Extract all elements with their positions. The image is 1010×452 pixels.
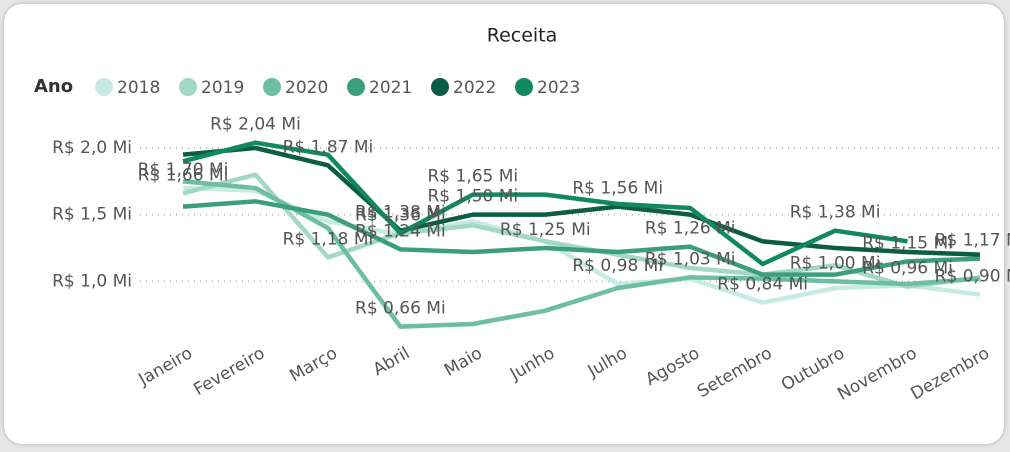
- data-label: R$ 1,56 Mi: [572, 179, 663, 199]
- data-label: R$ 1,36 Mi: [355, 205, 446, 225]
- legend-label: 2019: [201, 78, 244, 98]
- legend-marker: [263, 78, 281, 96]
- legend-marker: [431, 78, 449, 96]
- card: [4, 4, 1004, 444]
- data-label: R$ 2,04 Mi: [210, 115, 301, 135]
- data-label: R$ 1,03 Mi: [645, 249, 736, 269]
- x-tick-label: Agosto: [642, 343, 703, 390]
- x-tick-label: Junho: [506, 343, 558, 385]
- x-tick-label: Março: [286, 343, 341, 386]
- line-series: [182, 185, 981, 305]
- data-label: R$ 1,17 Mi: [935, 231, 1010, 251]
- y-tick-label: R$ 1,5 Mi: [52, 205, 132, 225]
- data-label: R$ 1,38 Mi: [355, 203, 446, 223]
- x-tick-label: Setembro: [694, 343, 776, 402]
- y-tick-label: R$ 2,0 Mi: [52, 138, 132, 158]
- line-series: [182, 179, 981, 329]
- legend-marker: [179, 78, 197, 96]
- chart-title: Receita: [487, 25, 558, 47]
- x-tick-label: Novembro: [834, 343, 920, 404]
- line-series: [182, 140, 908, 267]
- line-series: [182, 199, 981, 277]
- data-label: R$ 1,00 Mi: [790, 253, 881, 273]
- x-tick-label: Julho: [584, 343, 631, 382]
- legend-marker: [95, 78, 113, 96]
- data-label: R$ 1,66 Mi: [138, 165, 229, 185]
- data-label: R$ 1,38 Mi: [790, 203, 881, 223]
- line-series: [182, 145, 981, 257]
- x-tick-label: Maio: [441, 343, 486, 380]
- legend-marker: [347, 78, 365, 96]
- data-label: R$ 0,96 Mi: [862, 259, 953, 279]
- x-tick-label: Fevereiro: [190, 343, 268, 400]
- legend-label: 2023: [537, 78, 580, 98]
- legend-label: 2022: [453, 78, 496, 98]
- data-label: R$ 0,84 Mi: [717, 275, 808, 295]
- data-label: R$ 0,98 Mi: [572, 256, 663, 276]
- data-label: R$ 0,90 Mi: [935, 267, 1010, 287]
- legend-title: Ano: [34, 76, 73, 97]
- legend-label: 2021: [369, 78, 412, 98]
- data-label: R$ 1,24 Mi: [355, 221, 446, 241]
- data-label: R$ 1,70 Mi: [138, 160, 229, 180]
- data-label: R$ 1,26 Mi: [645, 219, 736, 239]
- data-label: R$ 0,66 Mi: [355, 299, 446, 319]
- legend-label: 2018: [117, 78, 160, 98]
- data-label: R$ 1,65 Mi: [427, 167, 518, 187]
- legend-label: 2020: [285, 78, 328, 98]
- legend-marker: [515, 78, 533, 96]
- x-tick-label: Abril: [370, 343, 414, 380]
- data-label: R$ 1,18 Mi: [283, 229, 374, 249]
- data-label: R$ 1,15 Mi: [862, 233, 953, 253]
- y-tick-label: R$ 1,0 Mi: [52, 271, 132, 291]
- data-label: R$ 1,87 Mi: [283, 137, 374, 157]
- data-label: R$ 1,25 Mi: [500, 220, 591, 240]
- x-tick-label: Dezembro: [907, 343, 993, 404]
- data-label: R$ 1,50 Mi: [427, 187, 518, 207]
- x-tick-label: Janeiro: [135, 343, 196, 390]
